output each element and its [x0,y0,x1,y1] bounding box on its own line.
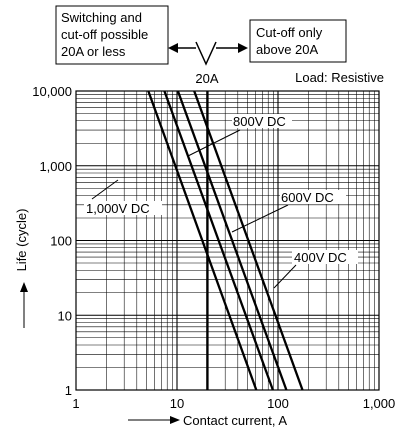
series-label-400v: 400V DC [294,250,347,265]
left-arrow-icon [168,43,196,53]
y-tick-label: 10,000 [32,84,72,99]
reference-line-label: 20A [195,71,218,86]
y-tick-label: 10 [58,308,72,323]
series-line-400v-dc [193,90,304,391]
y-axis-title: Life (cycle) [14,209,29,272]
label-800v: 800V DC [187,114,292,157]
x-tick-label: 1,000 [363,396,396,411]
left-annotation-line-2: cut-off possible [61,27,148,42]
x-tick-label: 1 [72,396,79,411]
load-label: Load: Resistive [295,70,384,85]
y-axis-arrow-icon [20,282,28,328]
series-group [147,90,304,391]
left-annotation-line-3: 20A or less [61,44,126,59]
right-annotation-line-2: above 20A [256,42,318,57]
series-label-1000v: 1,000V DC [86,201,150,216]
x-tick-label: 100 [267,396,289,411]
y-tick-label: 100 [50,234,72,249]
series-label-600v: 600V DC [281,190,334,205]
right-annotation-line-1: Cut-off only [256,25,323,40]
left-annotation-line-1: Switching and [61,10,142,25]
x-tick-label: 10 [170,396,184,411]
right-arrow-icon [216,43,248,53]
label-600v: 600V DC [231,190,346,233]
y-tick-label: 1,000 [39,159,72,174]
left-annotation-box [55,5,169,65]
series-label-800v: 800V DC [233,114,286,129]
label-400v: 400V DC [273,250,358,289]
series-line-1-000v-dc [147,90,258,391]
x-axis-arrow-icon [128,416,180,424]
20a-pointer [195,41,217,66]
series-line-600v-dc [176,90,288,391]
right-annotation-box [249,19,347,63]
x-axis-title: Contact current, A [183,413,287,428]
y-tick-label: 1 [65,383,72,398]
grid [76,91,379,390]
x-tick-labels: 1 10 100 1,000 [72,396,395,411]
label-1000v: 1,000V DC [84,179,162,216]
plot-frame [75,90,380,391]
y-tick-labels: 10,000 1,000 100 10 1 [32,84,72,398]
series-line-800v-dc [163,90,274,391]
